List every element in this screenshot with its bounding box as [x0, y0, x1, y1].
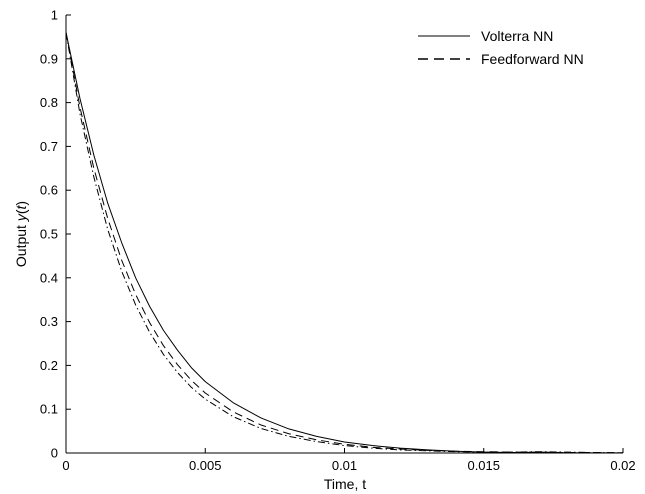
y-axis-title-var: y: [13, 213, 29, 222]
y-tick-label: 0.3: [40, 314, 58, 329]
y-axis-title-arg: t: [13, 204, 29, 209]
y-axis-title-prefix: Output: [13, 221, 29, 267]
legend-label-volterra: Volterra NN: [481, 28, 553, 44]
series-line-3: [65, 32, 624, 454]
y-tick-label: 0.2: [40, 358, 58, 373]
y-tick-label: 0.6: [40, 183, 58, 198]
y-axis-title-close: ): [13, 201, 29, 206]
x-tick-label: 0.005: [189, 458, 222, 473]
y-tick-label: 0.7: [40, 139, 58, 154]
y-axis-title: Output y(t): [13, 201, 29, 267]
legend-label-feedforward: Feedforward NN: [481, 51, 584, 67]
x-tick-label: 0.01: [332, 458, 357, 473]
y-tick-label: 0.9: [40, 51, 58, 66]
x-axis-title: Time, t: [324, 476, 366, 492]
y-tick-label: 0.5: [40, 227, 58, 242]
y-ticks: 0 0.1 0.2 0.3 0.4 0.5 0.6 0.7 0.8 0.9 1: [40, 8, 71, 461]
y-tick-label: 0.8: [40, 95, 58, 110]
x-tick-label: 0.02: [610, 458, 635, 473]
y-tick-label: 0.4: [40, 270, 58, 285]
y-tick-label: 0.1: [40, 402, 58, 417]
legend: Volterra NN Feedforward NN: [418, 28, 584, 67]
y-tick-label: 1: [51, 8, 58, 23]
y-axis-title-open: (: [13, 209, 29, 214]
series-layer: [65, 32, 624, 454]
x-tick-label: 0: [62, 458, 69, 473]
x-tick-label: 0.015: [467, 458, 500, 473]
y-tick-label: 0: [51, 446, 58, 461]
x-ticks: 0 0.005 0.01 0.015 0.02: [62, 448, 636, 473]
